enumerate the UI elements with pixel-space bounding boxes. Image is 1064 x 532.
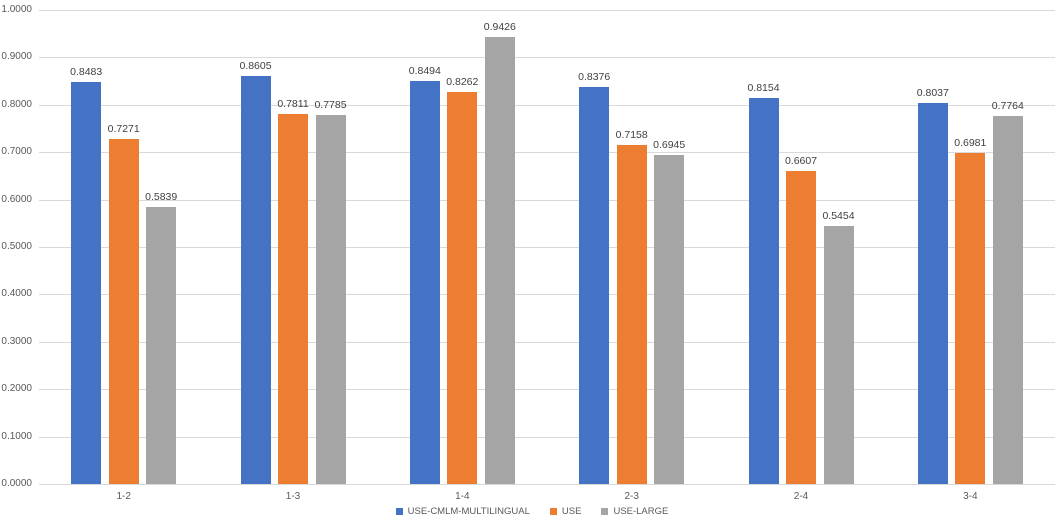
x-axis-line (39, 484, 1055, 485)
x-tick-label-1-2: 1-2 (116, 491, 131, 502)
bar-value-label: 0.8037 (916, 87, 949, 99)
y-tick-label: 0.3000 (1, 336, 32, 347)
bar-value-label: 0.7158 (615, 128, 648, 141)
bar-use-cmlm-multilingual-3-4 (917, 103, 948, 484)
x-tick-label-3-4: 3-4 (963, 491, 978, 502)
x-tick-label-2-3: 2-3 (624, 491, 639, 502)
gridline (39, 294, 1055, 295)
y-tick-label: 0.1000 (1, 431, 32, 442)
bar-value-label: 0.7785 (314, 99, 347, 111)
gridline (39, 200, 1055, 201)
legend-swatch-icon (549, 508, 557, 515)
x-tick-label-1-3: 1-3 (285, 491, 301, 502)
x-tick-label-2-4: 2-4 (793, 491, 809, 502)
legend-swatch-icon (395, 508, 403, 515)
legend-item-label: USE-LARGE (613, 506, 669, 517)
y-tick-label: 0.7000 (1, 146, 32, 157)
bar-use-cmlm-multilingual-1-4 (409, 81, 440, 484)
bar-value-label: 0.8605 (239, 60, 272, 73)
bar-use-large-1-2 (146, 207, 177, 484)
bar-value-label: 0.7764 (991, 100, 1024, 112)
bar-use-cmlm-multilingual-2-4 (748, 97, 779, 484)
bar-value-label: 0.6945 (653, 138, 686, 151)
legend-item-label: USE (561, 506, 582, 517)
x-tick-label-1-4: 1-4 (455, 491, 470, 502)
legend-item-label: USE-CMLM-MULTILINGUAL (407, 506, 530, 517)
bar-use-2-3 (616, 144, 647, 484)
legend-item-use-cmlm-multilingual: USE-CMLM-MULTILINGUAL (395, 506, 530, 517)
bar-use-large-1-4 (484, 37, 515, 484)
bar-use-1-2 (108, 139, 139, 484)
bar-value-label: 0.5454 (822, 209, 855, 222)
bar-value-label: 0.8262 (446, 76, 479, 89)
y-tick-label: 0.8000 (1, 99, 32, 110)
gridline (39, 389, 1055, 390)
bar-value-label: 0.8154 (747, 81, 780, 94)
gridline (39, 342, 1055, 343)
bar-value-label: 0.8376 (578, 71, 611, 83)
bar-value-label: 0.8494 (408, 65, 441, 78)
legend-item-use: USE (549, 506, 582, 517)
y-tick-label: 0.2000 (1, 383, 32, 394)
legend-item-use-large: USE-LARGE (601, 506, 668, 517)
y-tick-label: 0.9000 (1, 51, 32, 62)
bar-use-3-4 (955, 153, 986, 484)
bar-value-label: 0.5839 (145, 191, 178, 204)
bar-use-1-4 (447, 92, 478, 484)
gridline (39, 57, 1055, 58)
bar-use-large-3-4 (992, 116, 1023, 484)
legend: USE-CMLM-MULTILINGUAL USE USE-LARGE (0, 506, 1064, 517)
bar-use-1-3 (278, 113, 308, 484)
bar-use-large-2-4 (823, 225, 854, 484)
bar-use-cmlm-multilingual-2-3 (579, 87, 610, 484)
y-tick-label: 0.0000 (1, 478, 32, 489)
bar-use-large-2-3 (654, 154, 685, 484)
bar-use-2-4 (786, 170, 816, 484)
bar-use-large-1-3 (315, 115, 346, 484)
gridline (39, 247, 1055, 248)
bar-value-label: 0.7271 (107, 123, 140, 136)
bar-value-label: 0.8483 (70, 65, 103, 78)
gridline (39, 152, 1055, 153)
y-tick-label: 0.6000 (1, 194, 32, 205)
y-tick-label: 0.4000 (1, 288, 32, 299)
bar-use-cmlm-multilingual-1-3 (240, 76, 271, 484)
gridline (39, 105, 1055, 106)
y-tick-label: 0.5000 (1, 241, 32, 252)
gridline (39, 437, 1055, 438)
bar-value-label: 0.6607 (784, 154, 818, 167)
gridline (39, 10, 1055, 11)
bar-value-label: 0.9426 (483, 21, 516, 34)
legend-swatch-icon (601, 508, 609, 515)
bar-use-cmlm-multilingual-1-2 (71, 81, 102, 484)
bar-value-label: 0.7811 (277, 97, 309, 110)
bar-value-label: 0.6981 (954, 137, 987, 150)
y-tick-label: 1.0000 (1, 4, 32, 15)
